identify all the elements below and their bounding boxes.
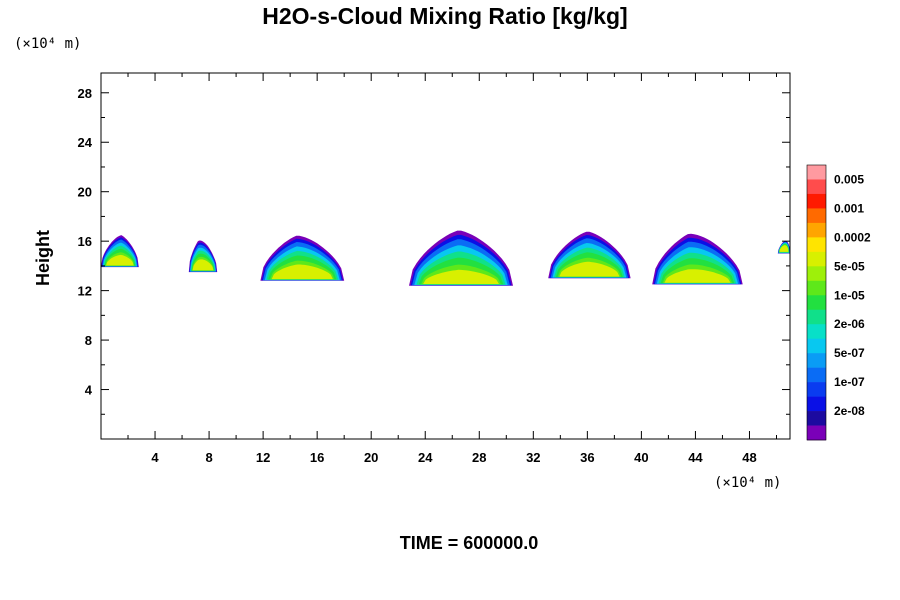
colorbar-swatch [807,309,826,325]
colorbar-label: 2e-08 [834,404,865,418]
x-tick-label: 20 [364,450,378,465]
colorbar-swatch [807,222,826,238]
x-tick-label: 36 [580,450,594,465]
x-tick-label: 8 [205,450,212,465]
y-tick-label: 28 [78,86,92,101]
colorbar-swatch [807,382,826,397]
colorbar-swatch [807,425,826,441]
x-tick-label: 40 [634,450,648,465]
y-axis: 4 8 12 16 20 24 28 [78,86,790,415]
time-label: TIME = 600000.0 [400,533,539,553]
colorbar-swatch [807,237,826,253]
colorbar-swatch [807,165,826,180]
cloud-cell [548,231,631,279]
colorbar-swatch [807,367,826,383]
colorbar-label: 1e-07 [834,375,865,389]
colorbar-label: 2e-06 [834,317,865,331]
colorbar-swatch [807,324,826,339]
y-tick-label: 12 [78,284,92,299]
x-tick-label: 12 [256,450,270,465]
cloud-cell [188,240,218,273]
x-tick-label: 28 [472,450,486,465]
colorbar-swatch [807,295,826,311]
chart-title: H2O-s-Cloud Mixing Ratio [kg/kg] [262,3,627,29]
y-axis-unit: (×10⁴ m) [14,36,81,52]
plot-frame [100,72,791,440]
y-tick-label: 8 [85,333,92,348]
x-tick-label: 44 [688,450,703,465]
cloud-contour-layer [192,259,214,271]
cloud-contour-layer [106,254,134,266]
x-tick-label: 48 [742,450,756,465]
cloud-contour-layer [271,264,333,280]
y-tick-label: 4 [85,383,93,398]
colorbar: 0.005 0.001 0.0002 5e-05 1e-05 2e-06 5e-07 1e-0… [806,164,871,441]
cloud-cell [409,230,513,286]
y-tick-label: 20 [78,185,92,200]
colorbar-swatch [807,280,826,296]
colorbar-label: 5e-05 [834,259,865,273]
x-tick-label: 32 [526,450,540,465]
y-axis-label: Height [33,230,53,286]
colorbar-swatch [807,338,826,354]
colorbar-label: 0.001 [834,201,864,215]
colorbar-swatch [807,208,826,224]
colorbar-swatch [807,396,826,412]
cloud-cell [652,233,743,285]
y-tick-label: 24 [78,135,93,150]
x-tick-label: 4 [151,450,159,465]
x-axis: 4 8 12 16 20 24 28 32 36 40 44 48 [127,73,777,465]
colorbar-swatch [807,266,826,282]
colorbar-swatch [807,411,826,426]
colorbar-label: 0.005 [834,172,864,186]
cloud-cell [101,235,139,268]
colorbar-frame [806,164,827,441]
cloud-contour-layer [664,269,731,283]
colorbar-swatch [807,251,826,267]
x-axis-unit: (×10⁴ m) [714,475,781,491]
cloud-contour-layer [423,269,499,284]
cloud-contour-layer [559,261,620,277]
x-tick-label: 24 [418,450,433,465]
cloud-contour-layer [779,245,789,252]
colorbar-swatch [807,179,826,195]
colorbar-label: 5e-07 [834,346,865,360]
colorbar-swatch [807,193,826,209]
colorbar-label: 0.0002 [834,230,871,244]
cloud-cell [777,240,790,254]
x-tick-label: 16 [310,450,324,465]
plot-area [101,230,790,286]
y-tick-label: 16 [78,234,92,249]
cloud-cell [260,235,345,281]
colorbar-swatch [807,353,826,368]
colorbar-label: 1e-05 [834,288,865,302]
